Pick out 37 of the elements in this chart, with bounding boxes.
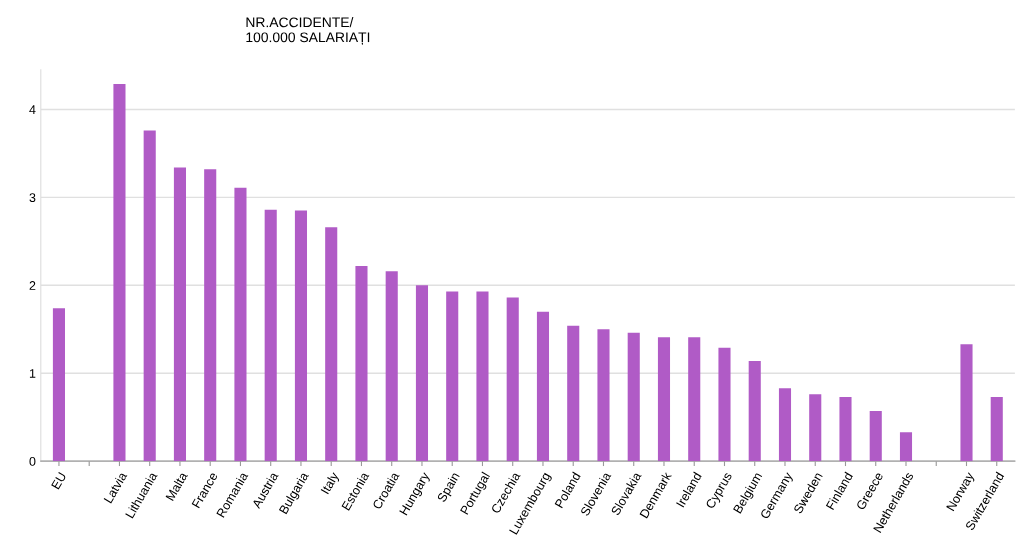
bar [355,265,368,462]
bar [899,432,913,462]
bar [839,396,852,462]
bar [415,285,429,462]
bar [113,83,126,462]
bar [748,360,761,462]
bar [52,308,65,462]
y-tick-label: 3 [29,193,36,203]
bar [264,209,277,462]
y-tick-label: 0 [29,456,36,466]
bar [990,396,1003,462]
bar [960,344,973,462]
bar [294,210,308,462]
bar [506,297,519,462]
y-tick-label: 1 [29,369,36,378]
bar [234,187,247,462]
bar [385,271,398,462]
bar [143,130,156,462]
bar [718,347,731,462]
bar [627,332,640,462]
bar [173,167,187,462]
bar [325,227,338,462]
bar [657,337,671,462]
bar [476,291,489,462]
bar [597,329,610,462]
bar [809,394,822,462]
y-tick-label: 2 [29,281,36,290]
bar [446,291,459,462]
bar [536,311,550,462]
chart-title: NR.ACCIDENTE/ 100.000 SALARIAȚI [246,17,370,46]
bar [869,411,882,462]
x-tick-label: EU [51,471,67,490]
bar [778,388,792,462]
bar [204,169,217,462]
bar [688,337,701,462]
y-tick-label: 4 [29,105,36,114]
bar [567,325,580,462]
